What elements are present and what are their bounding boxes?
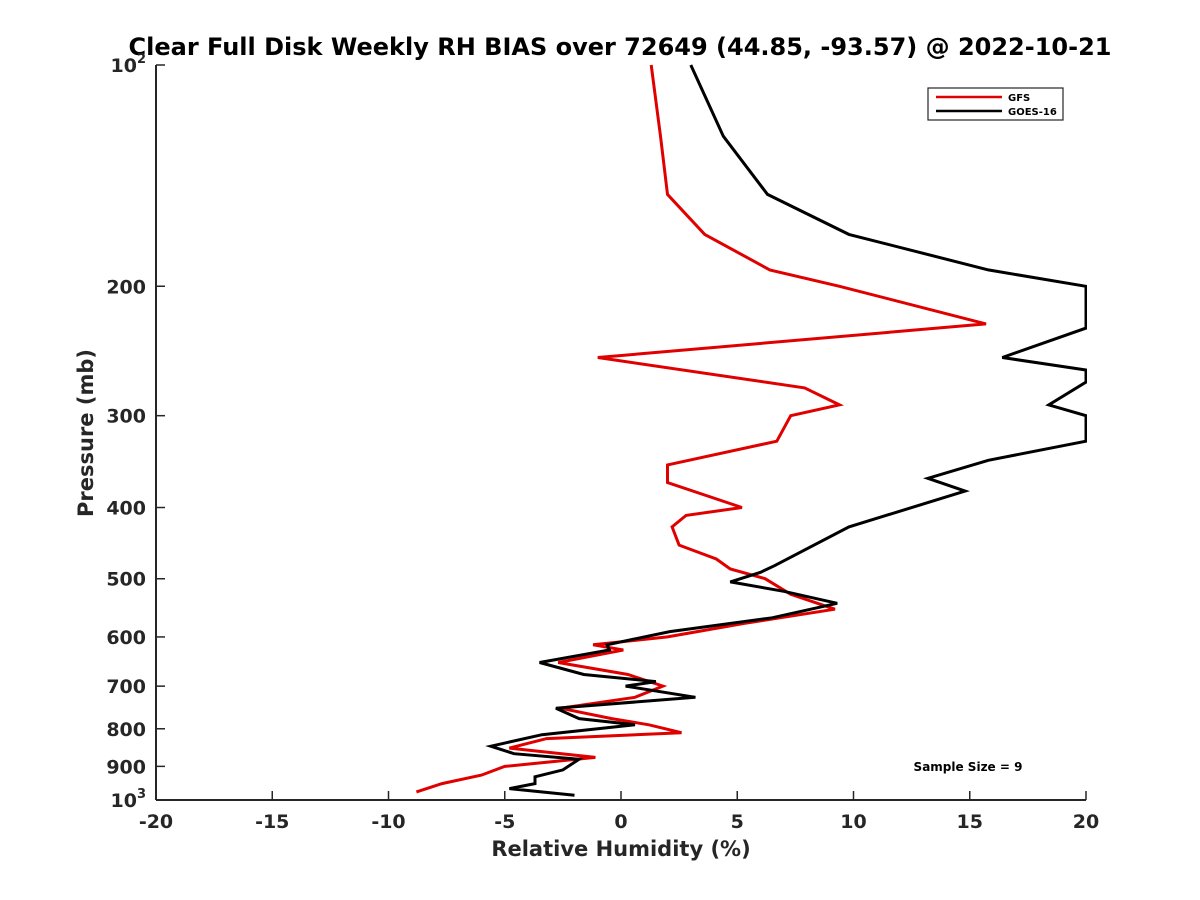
y-tick-label: 800 [106, 719, 146, 741]
y-tick-label: 400 [106, 498, 146, 520]
y-tick-label: 200 [106, 276, 146, 298]
y-tick-label: 500 [106, 569, 146, 591]
x-tick-label: 20 [1073, 811, 1099, 833]
x-tick-label: 0 [614, 811, 627, 833]
chart-title: Clear Full Disk Weekly RH BIAS over 7264… [129, 33, 1112, 61]
y-tick-label: 900 [106, 756, 146, 778]
x-axis-label: Relative Humidity (%) [491, 837, 750, 861]
x-tick-label: -10 [371, 811, 405, 833]
x-tick-label: 15 [957, 811, 983, 833]
y-tick-label: 102 [111, 52, 147, 77]
x-tick-label: -5 [494, 811, 515, 833]
y-tick-label: 700 [106, 676, 146, 698]
y-axis-label: Pressure (mb) [74, 349, 98, 517]
x-tick-group: -20 -15 -10 -5 0 5 10 15 20 [139, 791, 1099, 833]
sample-size-annotation: Sample Size = 9 [914, 760, 1023, 774]
series-lines [415, 64, 1087, 797]
legend-label-goes16: GOES-16 [1008, 107, 1057, 118]
legend: GFS GOES-16 [927, 87, 1064, 121]
series-line-gfs [415, 64, 987, 794]
legend-box [927, 87, 1064, 121]
x-tick-label: 5 [731, 811, 744, 833]
x-tick-label: 10 [840, 811, 866, 833]
series-line-goes16 [485, 64, 1087, 797]
legend-label-gfs: GFS [1008, 93, 1030, 104]
x-tick-label: -20 [139, 811, 173, 833]
y-tick-label: 600 [106, 627, 146, 649]
y-tick-label: 103 [111, 787, 147, 812]
y-tick-label: 300 [106, 406, 146, 428]
x-tick-label: -15 [255, 811, 289, 833]
y-tick-group: 102 200 300 400 500 600 700 800 900 103 [106, 52, 165, 812]
